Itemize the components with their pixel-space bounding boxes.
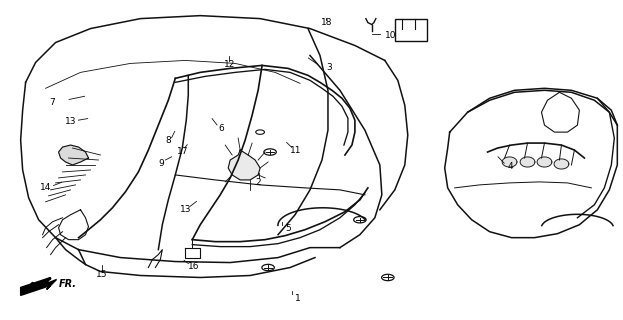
Polygon shape bbox=[520, 157, 535, 167]
Text: 16: 16 bbox=[188, 262, 199, 271]
Text: 6: 6 bbox=[219, 124, 224, 132]
Polygon shape bbox=[21, 277, 57, 295]
Text: 12: 12 bbox=[224, 60, 235, 69]
Text: 4: 4 bbox=[508, 162, 513, 171]
Text: 1: 1 bbox=[295, 294, 301, 303]
Text: 13: 13 bbox=[65, 117, 76, 126]
FancyBboxPatch shape bbox=[395, 19, 427, 41]
Text: 18: 18 bbox=[321, 19, 332, 28]
Text: 17: 17 bbox=[176, 147, 188, 156]
Polygon shape bbox=[537, 157, 552, 167]
Text: 2: 2 bbox=[256, 178, 262, 187]
Text: 15: 15 bbox=[97, 270, 108, 279]
Text: 3: 3 bbox=[326, 63, 332, 72]
Polygon shape bbox=[59, 145, 88, 165]
Text: 11: 11 bbox=[290, 146, 302, 155]
Text: 8: 8 bbox=[166, 136, 171, 145]
Text: 5: 5 bbox=[285, 224, 291, 233]
Text: 10: 10 bbox=[384, 31, 396, 40]
Text: 13: 13 bbox=[180, 205, 192, 214]
Text: 9: 9 bbox=[158, 159, 164, 168]
Polygon shape bbox=[554, 159, 569, 169]
Text: 7: 7 bbox=[49, 98, 55, 107]
Text: 14: 14 bbox=[40, 183, 51, 192]
Polygon shape bbox=[228, 150, 260, 180]
Polygon shape bbox=[502, 157, 517, 167]
Text: FR.: FR. bbox=[59, 279, 77, 290]
